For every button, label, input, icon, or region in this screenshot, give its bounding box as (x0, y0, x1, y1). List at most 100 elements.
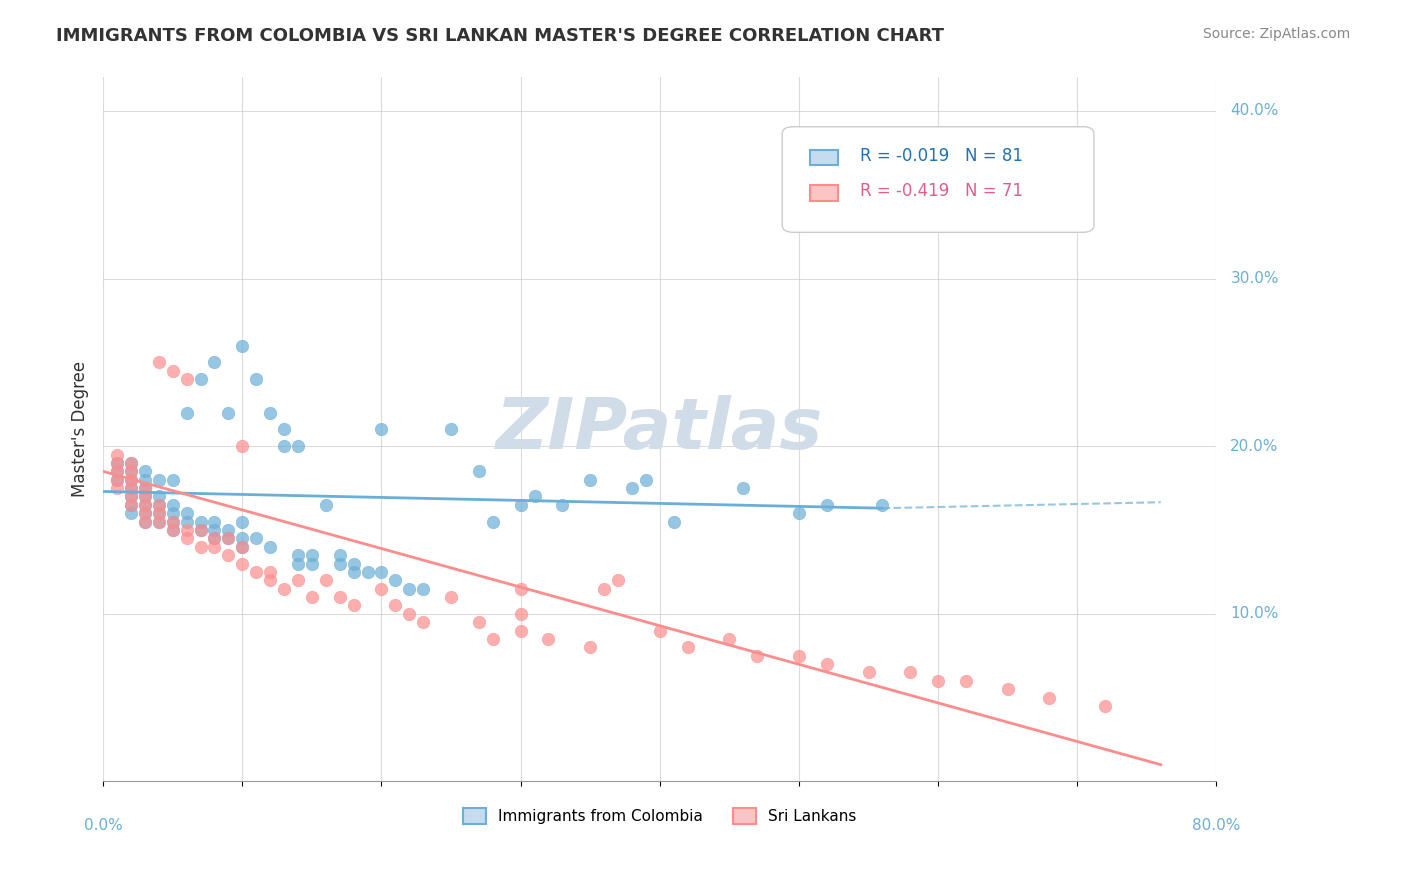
Point (204, 355, 226, 369)
Point (815, 657, 838, 671)
Point (148, 498, 170, 512)
Point (370, 582, 392, 596)
Point (509, 607, 531, 621)
Point (301, 590, 323, 604)
Point (231, 540, 253, 554)
Point (509, 498, 531, 512)
Text: 20.0%: 20.0% (1230, 439, 1278, 454)
Point (287, 439, 309, 453)
Point (217, 406, 239, 420)
Point (134, 515, 156, 529)
Point (301, 557, 323, 571)
Point (162, 523, 184, 537)
Point (134, 473, 156, 487)
Point (134, 464, 156, 478)
Point (787, 506, 810, 520)
Point (815, 498, 838, 512)
Point (398, 582, 420, 596)
Point (105, 464, 128, 478)
Point (523, 490, 546, 504)
Point (176, 515, 198, 529)
Point (148, 355, 170, 369)
Point (162, 473, 184, 487)
Point (231, 338, 253, 352)
Point (134, 481, 156, 495)
Point (204, 532, 226, 546)
Point (204, 515, 226, 529)
Point (217, 532, 239, 546)
Point (120, 473, 142, 487)
Point (204, 532, 226, 546)
Point (718, 632, 741, 646)
Point (105, 473, 128, 487)
Point (148, 490, 170, 504)
Point (898, 665, 921, 680)
Point (273, 439, 295, 453)
Point (343, 557, 366, 571)
Point (134, 506, 156, 520)
Point (176, 523, 198, 537)
Point (231, 439, 253, 453)
Point (162, 506, 184, 520)
Point (134, 490, 156, 504)
Point (593, 582, 616, 596)
Point (245, 372, 267, 386)
Point (217, 532, 239, 546)
Point (120, 456, 142, 470)
Point (245, 532, 267, 546)
Point (231, 532, 253, 546)
Point (273, 422, 295, 436)
Point (481, 632, 503, 646)
Point (620, 481, 643, 495)
Point (551, 498, 574, 512)
Point (105, 456, 128, 470)
Point (204, 540, 226, 554)
Point (105, 473, 128, 487)
Point (176, 506, 198, 520)
Point (676, 640, 699, 655)
Point (927, 154, 949, 169)
Point (440, 422, 463, 436)
Point (148, 515, 170, 529)
Point (927, 673, 949, 688)
Point (120, 481, 142, 495)
Point (329, 590, 352, 604)
Point (468, 464, 491, 478)
Point (384, 574, 406, 588)
Point (1038, 690, 1060, 705)
Legend: Immigrants from Colombia, Sri Lankans: Immigrants from Colombia, Sri Lankans (457, 802, 863, 830)
Point (259, 574, 281, 588)
Point (162, 515, 184, 529)
Point (468, 615, 491, 630)
Point (190, 523, 212, 537)
Point (105, 456, 128, 470)
Point (329, 557, 352, 571)
Point (120, 481, 142, 495)
Point (370, 422, 392, 436)
Point (231, 557, 253, 571)
Point (245, 565, 267, 579)
Point (134, 506, 156, 520)
Point (148, 515, 170, 529)
Point (204, 523, 226, 537)
Point (287, 557, 309, 571)
Point (190, 540, 212, 554)
Point (134, 515, 156, 529)
Point (412, 582, 434, 596)
FancyBboxPatch shape (810, 150, 838, 165)
Y-axis label: Master's Degree: Master's Degree (72, 361, 89, 498)
Point (384, 599, 406, 613)
Point (120, 490, 142, 504)
Point (1094, 698, 1116, 713)
Point (259, 406, 281, 420)
Text: ZIPatlas: ZIPatlas (496, 395, 824, 464)
Point (315, 574, 337, 588)
Point (105, 448, 128, 462)
Point (412, 615, 434, 630)
Point (329, 548, 352, 562)
Text: IMMIGRANTS FROM COLOMBIA VS SRI LANKAN MASTER'S DEGREE CORRELATION CHART: IMMIGRANTS FROM COLOMBIA VS SRI LANKAN M… (56, 27, 945, 45)
Point (105, 464, 128, 478)
Point (634, 473, 657, 487)
Point (301, 548, 323, 562)
Point (733, 481, 755, 495)
